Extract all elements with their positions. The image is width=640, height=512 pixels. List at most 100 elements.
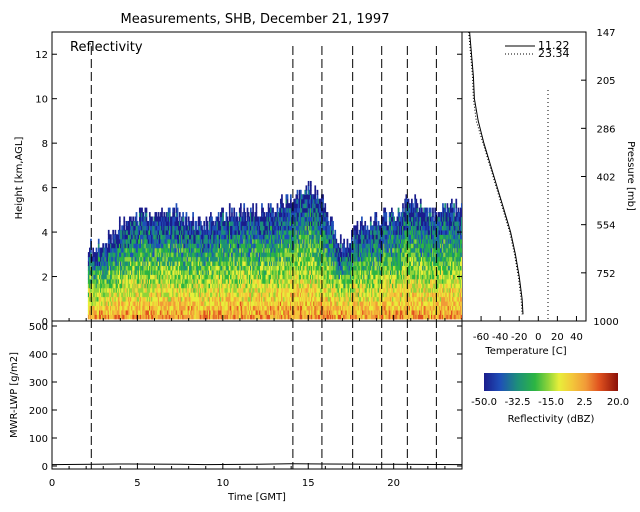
reflectivity-cell xyxy=(319,256,322,262)
reflectivity-cell xyxy=(234,314,237,320)
reflectivity-cell xyxy=(267,278,270,284)
reflectivity-cell xyxy=(167,296,170,302)
reflectivity-cell xyxy=(231,260,233,267)
reflectivity-cell xyxy=(293,220,296,227)
reflectivity-cell xyxy=(322,287,324,293)
reflectivity-cell xyxy=(223,256,226,262)
reflectivity-cell xyxy=(321,198,323,204)
reflectivity-cell xyxy=(142,225,144,231)
reflectivity-cell xyxy=(163,296,166,302)
reflectivity-cell xyxy=(120,234,122,240)
reflectivity-cell xyxy=(234,305,237,311)
reflectivity-cell xyxy=(185,225,188,231)
reflectivity-cell xyxy=(94,274,97,280)
reflectivity-cell xyxy=(247,278,250,284)
reflectivity-cell xyxy=(154,243,157,249)
reflectivity-cell xyxy=(141,243,143,249)
reflectivity-cell xyxy=(157,309,160,315)
reflectivity-cell xyxy=(314,212,317,218)
reflectivity-cell xyxy=(304,238,307,244)
reflectivity-cell xyxy=(210,256,212,262)
reflectivity-cell xyxy=(165,283,168,289)
reflectivity-cell xyxy=(299,256,302,262)
reflectivity-cell xyxy=(146,252,149,258)
reflectivity-cell xyxy=(242,238,244,244)
reflectivity-cell xyxy=(221,216,223,222)
reflectivity-cell xyxy=(315,269,318,275)
reflectivity-cell xyxy=(253,229,256,235)
reflectivity-cell xyxy=(317,269,320,275)
reflectivity-cell xyxy=(232,265,234,271)
reflectivity-cell xyxy=(171,238,173,244)
reflectivity-cell xyxy=(249,256,252,262)
reflectivity-cell xyxy=(117,256,120,262)
reflectivity-cell xyxy=(182,314,184,320)
reflectivity-cell xyxy=(156,265,159,271)
reflectivity-cell xyxy=(192,234,194,240)
reflectivity-cell xyxy=(251,234,253,240)
reflectivity-cell xyxy=(190,305,192,311)
reflectivity-cell xyxy=(245,269,248,275)
reflectivity-cell xyxy=(264,238,267,244)
reflectivity-cell xyxy=(302,314,304,320)
reflectivity-cell xyxy=(317,292,320,298)
reflectivity-cell xyxy=(106,292,109,298)
reflectivity-cell xyxy=(295,247,298,253)
reflectivity-cell xyxy=(117,238,120,244)
reflectivity-cell xyxy=(161,238,163,244)
reflectivity-cell xyxy=(205,225,208,231)
reflectivity-cell xyxy=(316,194,319,200)
reflectivity-cell xyxy=(233,300,236,307)
reflectivity-cell xyxy=(132,296,135,302)
reflectivity-cell xyxy=(299,234,302,240)
reflectivity-cell xyxy=(165,252,168,258)
reflectivity-cell xyxy=(289,194,292,200)
reflectivity-cell xyxy=(141,314,143,320)
reflectivity-cell xyxy=(127,309,130,315)
reflectivity-cell xyxy=(136,252,139,258)
reflectivity-cell xyxy=(292,225,294,231)
reflectivity-cell xyxy=(103,296,106,302)
reflectivity-cell xyxy=(306,278,309,284)
reflectivity-cell xyxy=(221,274,223,280)
reflectivity-cell xyxy=(223,300,226,307)
lwp-panel xyxy=(51,320,463,470)
reflectivity-cell xyxy=(284,292,287,298)
reflectivity-cell xyxy=(231,229,233,235)
reflectivity-cell xyxy=(174,238,177,244)
reflectivity-cell xyxy=(288,212,291,218)
reflectivity-cell xyxy=(283,220,286,227)
reflectivity-cell xyxy=(271,225,273,231)
reflectivity-cell xyxy=(121,225,123,231)
reflectivity-cell xyxy=(108,278,111,284)
reflectivity-cell xyxy=(289,203,292,209)
reflectivity-cell xyxy=(323,296,325,302)
reflectivity-cell xyxy=(188,278,191,284)
reflectivity-cell xyxy=(184,238,187,244)
reflectivity-cell xyxy=(302,203,304,209)
reflectivity-cell xyxy=(237,300,240,307)
reflectivity-cell xyxy=(135,292,138,298)
reflectivity-cell xyxy=(108,314,111,320)
reflectivity-cell xyxy=(208,234,211,240)
reflectivity-cell xyxy=(237,256,240,262)
reflectivity-cell xyxy=(202,269,204,275)
reflectivity-cell xyxy=(136,269,139,275)
reflectivity-cell xyxy=(286,212,289,218)
reflectivity-cell xyxy=(88,296,91,302)
reflectivity-cell xyxy=(235,269,238,275)
reflectivity-cell xyxy=(292,274,294,280)
reflectivity-cell xyxy=(134,309,137,315)
reflectivity-cell xyxy=(277,225,280,231)
reflectivity-cell xyxy=(313,234,315,240)
reflectivity-cell xyxy=(171,234,173,240)
reflectivity-cell xyxy=(248,292,251,298)
reflectivity-cell xyxy=(121,243,123,249)
reflectivity-cell xyxy=(187,252,190,258)
reflectivity-cell xyxy=(196,265,199,271)
reflectivity-cell xyxy=(312,216,314,222)
reflectivity-cell xyxy=(203,225,206,231)
reflectivity-cell xyxy=(102,274,105,280)
reflectivity-cell xyxy=(308,234,311,240)
reflectivity-cell xyxy=(308,247,311,253)
